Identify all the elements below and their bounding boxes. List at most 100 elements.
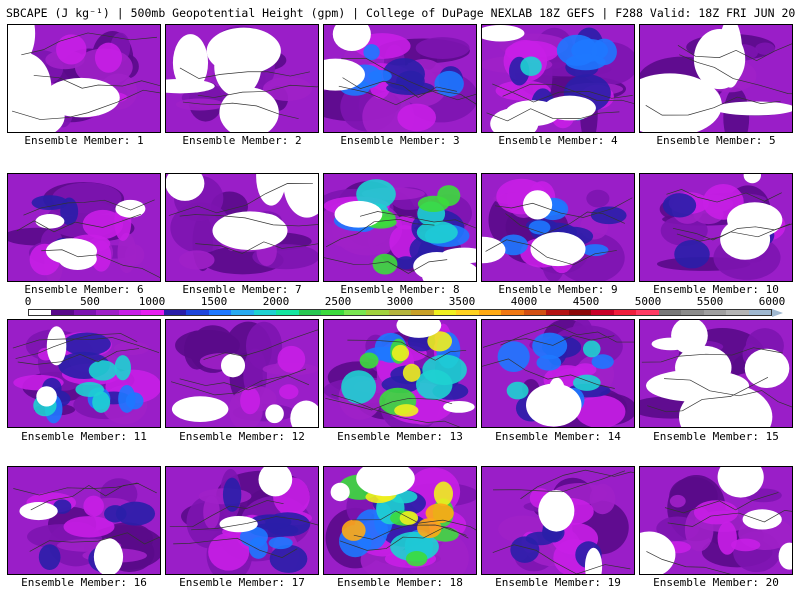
- boundary-line: [520, 469, 634, 500]
- colorbar-segment: [96, 310, 119, 315]
- ensemble-member-label: Ensemble Member: 11: [21, 430, 147, 443]
- cape-contour: [240, 387, 261, 415]
- zero-cape-region: [744, 348, 790, 389]
- cape-field: [640, 174, 792, 281]
- zero-cape-region: [324, 58, 365, 91]
- cape-contour: [82, 209, 124, 240]
- zero-cape-region: [718, 25, 743, 88]
- boundary-line: [170, 375, 310, 396]
- ensemble-member-map: [639, 173, 793, 282]
- colorbar-segment: [118, 310, 142, 315]
- map-title: SBCAPE (J kg⁻¹) | 500mb Geopotential Hei…: [6, 6, 800, 20]
- ensemble-member-map: [323, 466, 477, 575]
- cape-contour: [245, 321, 283, 371]
- cape-contour: [669, 494, 686, 508]
- cape-field: [482, 320, 634, 427]
- colorbar-segment: [681, 310, 704, 315]
- zero-cape-region: [8, 93, 57, 132]
- boundary-line: [676, 223, 791, 242]
- zero-cape-region: [714, 101, 792, 116]
- boundary-line: [646, 551, 731, 574]
- cape-contour: [277, 345, 306, 373]
- boundary-line: [482, 335, 615, 348]
- colorbar-segment: [613, 310, 637, 315]
- zero-cape-region: [219, 515, 258, 533]
- zero-cape-region: [778, 542, 792, 570]
- boundary-line: [641, 347, 783, 363]
- colorbar-segment: [748, 310, 771, 315]
- cape-contour: [117, 232, 137, 274]
- cape-field: [8, 174, 160, 281]
- zero-cape-region: [332, 25, 371, 52]
- zero-cape-region: [334, 200, 383, 228]
- cape-contour: [582, 340, 601, 358]
- cape-field: [8, 320, 160, 427]
- cape-contour: [31, 195, 68, 211]
- cape-contour: [434, 70, 464, 97]
- ensemble-member-map: [165, 173, 319, 282]
- colorbar-tick-label: 5000: [634, 295, 662, 308]
- cape-contour: [416, 221, 458, 244]
- cape-contour: [75, 382, 105, 397]
- cape-field: [324, 467, 476, 574]
- ensemble-member-label: Ensemble Member: 5: [656, 134, 776, 147]
- ensemble-member-label: Ensemble Member: 9: [498, 283, 618, 296]
- colorbar-segment: [501, 310, 524, 315]
- cape-field: [324, 320, 476, 427]
- cape-contour: [415, 37, 470, 59]
- boundary-line: [505, 211, 625, 235]
- cape-contour: [118, 384, 136, 413]
- cape-contour: [115, 501, 156, 526]
- boundary-line: [341, 57, 476, 101]
- cape-contour: [506, 381, 529, 400]
- cape-contour: [497, 341, 530, 373]
- colorbar-segment: [726, 310, 749, 315]
- boundary-line: [502, 83, 634, 104]
- boundary-line: [353, 524, 469, 540]
- ensemble-member-map: [639, 319, 793, 428]
- cape-contour: [94, 42, 123, 73]
- cape-contour: [528, 220, 551, 235]
- cape-contour: [341, 370, 377, 404]
- boundary-line: [347, 339, 467, 361]
- colorbar-segment: [231, 310, 254, 315]
- zero-cape-region: [490, 108, 539, 132]
- boundary-line: [325, 218, 435, 248]
- boundary-line: [342, 77, 457, 98]
- cape-contour: [427, 331, 453, 352]
- ensemble-member-map: [165, 24, 319, 133]
- cape-field: [482, 174, 634, 281]
- boundary-line: [331, 394, 461, 427]
- zero-cape-region: [93, 538, 124, 574]
- colorbar-segment: [253, 310, 277, 315]
- boundary-line: [677, 43, 792, 62]
- zero-cape-region: [166, 174, 205, 201]
- colorbar-segment: [343, 310, 367, 315]
- colorbar-segment: [141, 310, 164, 315]
- ensemble-member-label: Ensemble Member: 13: [337, 430, 463, 443]
- ensemble-member-label: Ensemble Member: 6: [24, 283, 144, 296]
- cape-contour: [83, 495, 104, 517]
- colorbar-segment: [456, 310, 479, 315]
- colorbar-tick-label: 1500: [200, 295, 228, 308]
- cape-contour: [56, 34, 87, 65]
- boundary-line: [500, 324, 634, 346]
- cape-contour: [575, 395, 626, 427]
- boundary-line: [33, 75, 160, 89]
- cape-contour: [402, 363, 421, 382]
- cape-field: [8, 25, 160, 132]
- ensemble-member-label: Ensemble Member: 20: [653, 576, 779, 589]
- boundary-line: [486, 108, 620, 122]
- zero-cape-region: [538, 490, 575, 532]
- colorbar-segment: [186, 310, 209, 315]
- cape-contour: [590, 206, 627, 225]
- zero-cape-region: [265, 404, 284, 424]
- boundary-line: [339, 527, 467, 551]
- cape-contour: [755, 42, 775, 55]
- boundary-line: [664, 378, 792, 408]
- boundary-line: [485, 239, 617, 266]
- zero-cape-region: [36, 386, 57, 407]
- colorbar-tick-label: 6000: [758, 295, 786, 308]
- cape-contour: [359, 352, 379, 369]
- zero-cape-region: [283, 174, 318, 218]
